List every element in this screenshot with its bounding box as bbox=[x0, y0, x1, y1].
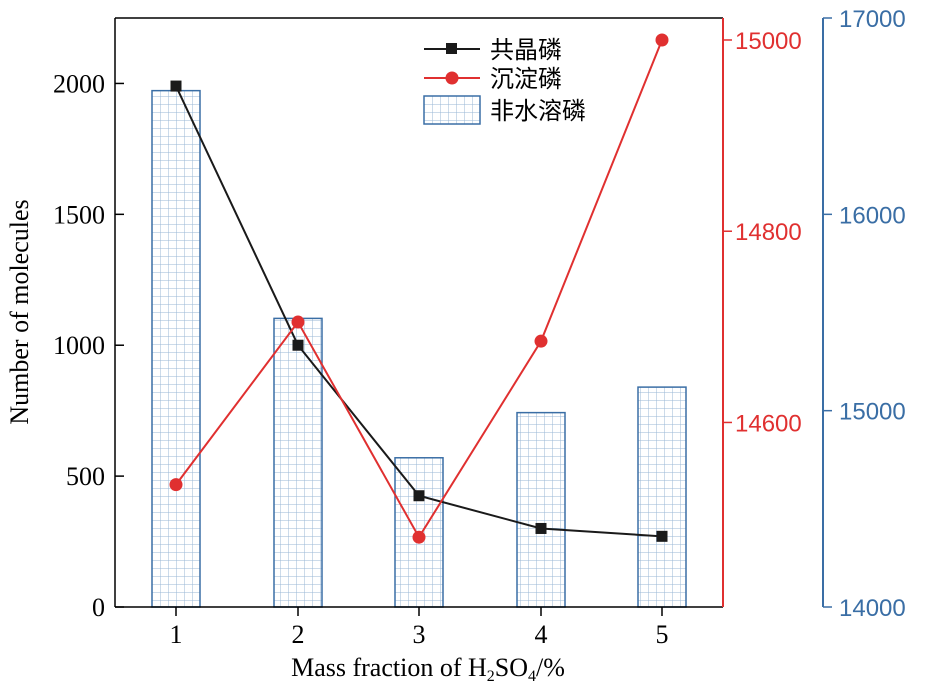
right-blue-axis-ticks: 14000 15000 16000 17000 bbox=[823, 6, 906, 622]
x-axis-title-sub2: 4 bbox=[528, 668, 536, 685]
point-precipitated-3 bbox=[412, 530, 426, 544]
bar-insoluble-1 bbox=[151, 89, 201, 608]
x-tick-label: 5 bbox=[656, 620, 669, 649]
left-tick-label: 0 bbox=[92, 593, 105, 622]
line-series bbox=[169, 33, 669, 544]
left-tick-label: 1000 bbox=[53, 331, 105, 360]
left-tick-label: 1500 bbox=[53, 200, 105, 229]
point-eutectic-5 bbox=[656, 530, 668, 542]
point-precipitated-5 bbox=[655, 33, 669, 47]
point-precipitated-2 bbox=[291, 315, 305, 329]
red-tick-label: 14600 bbox=[735, 410, 802, 437]
x-axis-title-mid: SO bbox=[495, 653, 528, 682]
legend-marker-square bbox=[446, 43, 457, 54]
x-axis-title-end: /% bbox=[536, 653, 565, 682]
legend-label-eutectic: 共晶磷 bbox=[490, 36, 562, 64]
point-eutectic-4 bbox=[535, 522, 547, 534]
legend: 共晶磷 沉淀磷 非水溶磷 bbox=[423, 36, 586, 125]
bar-insoluble-4 bbox=[516, 411, 566, 608]
x-axis-ticks: 1 2 3 4 5 bbox=[170, 607, 669, 649]
red-tick-label: 15000 bbox=[735, 28, 802, 55]
x-axis-title: Mass fraction of H2SO4/% bbox=[291, 653, 565, 685]
left-axis-ticks: 0 500 1000 1500 2000 bbox=[53, 69, 124, 622]
x-axis-title-sub1: 2 bbox=[487, 668, 495, 685]
left-tick-label: 500 bbox=[66, 462, 105, 491]
bar-insoluble-5 bbox=[637, 386, 687, 608]
blue-tick-label: 16000 bbox=[839, 202, 906, 229]
point-precipitated-4 bbox=[534, 334, 548, 348]
point-eutectic-1 bbox=[170, 80, 182, 92]
x-tick-label: 1 bbox=[170, 620, 183, 649]
blue-tick-label: 14000 bbox=[839, 595, 906, 622]
red-tick-label: 14800 bbox=[735, 219, 802, 246]
y-axis-title: Number of molecules bbox=[5, 199, 34, 424]
x-tick-label: 2 bbox=[292, 620, 305, 649]
legend-label-insoluble: 非水溶磷 bbox=[490, 97, 586, 125]
blue-tick-label: 17000 bbox=[839, 6, 906, 33]
blue-tick-label: 15000 bbox=[839, 399, 906, 426]
x-axis-title-main: Mass fraction of H bbox=[291, 653, 487, 682]
point-eutectic-3 bbox=[413, 490, 425, 502]
point-precipitated-1 bbox=[169, 478, 183, 492]
bar-series bbox=[151, 89, 687, 608]
point-eutectic-2 bbox=[292, 339, 304, 351]
x-tick-label: 3 bbox=[413, 620, 426, 649]
x-tick-label: 4 bbox=[535, 620, 548, 649]
legend-marker-circle bbox=[445, 71, 459, 85]
right-red-axis-ticks: 14600 14800 15000 bbox=[723, 28, 802, 437]
legend-swatch-insoluble bbox=[423, 95, 481, 125]
legend-label-precipitated: 沉淀磷 bbox=[490, 65, 562, 93]
bar-insoluble-2 bbox=[273, 317, 323, 608]
left-tick-label: 2000 bbox=[53, 69, 105, 98]
